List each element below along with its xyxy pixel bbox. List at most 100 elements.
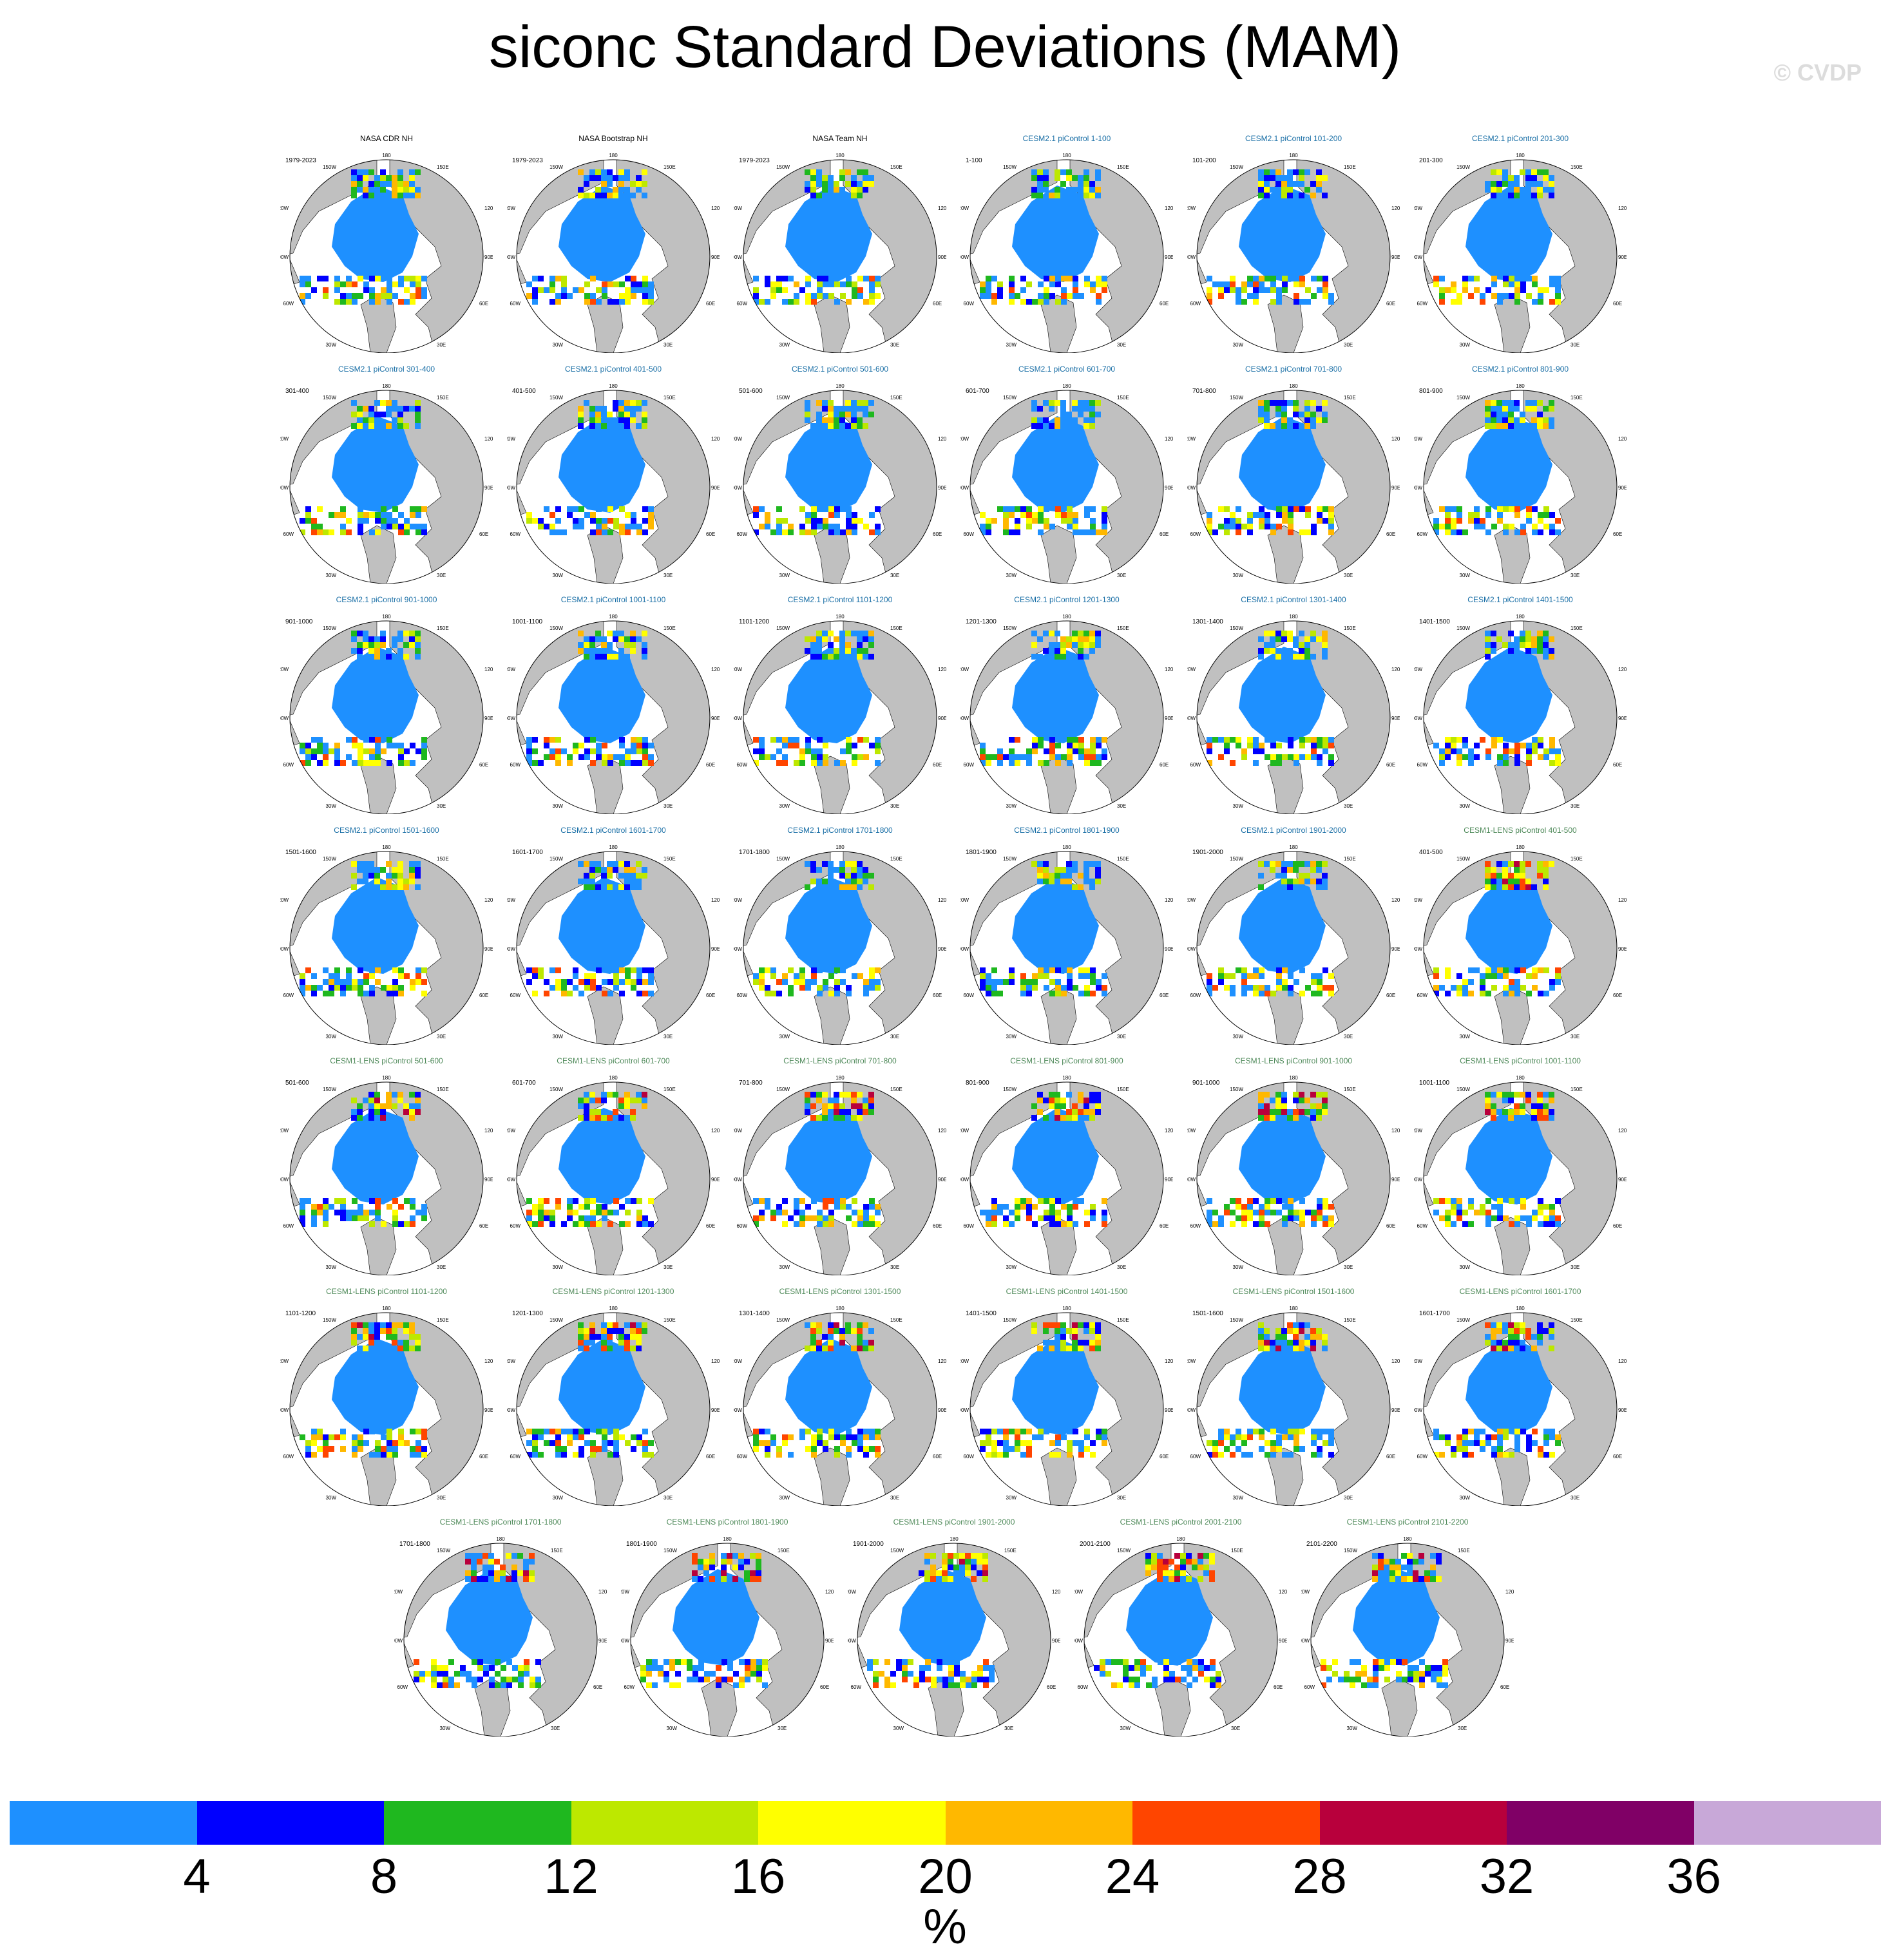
sic-cell	[357, 423, 363, 429]
sic-cell	[1525, 861, 1531, 867]
longitude-label: 30W	[779, 1034, 790, 1040]
longitude-label: 60W	[283, 301, 294, 307]
sic-cell	[1485, 873, 1491, 879]
sic-cell	[1026, 760, 1032, 766]
sic-cell	[1270, 636, 1275, 642]
sic-cell	[794, 299, 799, 305]
longitude-label: 30E	[1117, 803, 1126, 809]
sic-cell	[1207, 737, 1212, 743]
longitude-label: 120W	[1414, 667, 1422, 672]
sic-cell	[857, 193, 863, 198]
sic-cell	[346, 967, 352, 973]
sic-cell	[1032, 979, 1038, 985]
sic-cell	[1288, 529, 1293, 535]
sic-cell	[1555, 754, 1561, 760]
longitude-label: 90W	[280, 946, 289, 952]
sic-cell	[317, 524, 323, 529]
sic-cell	[642, 1098, 647, 1103]
sic-cell	[1281, 193, 1287, 198]
sic-cell	[397, 873, 403, 879]
sic-cell	[857, 293, 863, 299]
sic-cell	[1259, 743, 1265, 748]
sic-cell	[618, 400, 624, 406]
sic-cell	[1462, 979, 1468, 985]
longitude-label: 120W	[734, 436, 742, 442]
sic-cell	[601, 169, 607, 175]
sic-cell	[589, 879, 595, 884]
sic-cell	[753, 1198, 759, 1204]
sic-cell	[1555, 287, 1561, 293]
sic-cell	[1067, 518, 1073, 524]
sic-cell	[363, 636, 368, 642]
longitude-label: 30E	[663, 342, 673, 348]
longitude-label: 30W	[1460, 803, 1471, 809]
sic-cell	[1083, 873, 1089, 879]
sic-cell	[625, 1210, 631, 1215]
sic-cell	[346, 737, 352, 743]
sic-cell	[602, 1210, 607, 1215]
sic-cell	[1026, 754, 1032, 760]
sic-cell	[1503, 281, 1509, 287]
longitude-label: 30E	[663, 1034, 673, 1040]
sic-cell	[868, 642, 874, 648]
sic-cell	[636, 187, 642, 193]
sic-cell	[642, 648, 647, 654]
sic-cell	[409, 879, 415, 884]
sic-cell	[1055, 867, 1060, 873]
sic-cell	[1072, 187, 1078, 193]
panel-period: 501-600	[285, 1080, 309, 1087]
sic-cell	[857, 423, 863, 429]
sic-cell	[997, 287, 1003, 293]
sic-cell	[584, 1198, 590, 1204]
sic-cell	[1015, 506, 1020, 512]
longitude-label: 120E	[1618, 897, 1627, 903]
sic-cell	[1474, 276, 1480, 281]
sic-cell	[387, 518, 392, 524]
sic-cell	[601, 187, 607, 193]
sic-cell	[986, 518, 991, 524]
sic-cell	[857, 1215, 863, 1221]
sic-cell	[1304, 648, 1310, 654]
sic-cell	[613, 299, 619, 305]
sic-cell	[1102, 518, 1107, 524]
sic-cell	[823, 281, 828, 287]
sic-cell	[1043, 861, 1049, 867]
sic-cell	[1305, 287, 1311, 293]
sic-cell	[805, 737, 811, 743]
sic-cell	[363, 193, 368, 198]
sic-cell	[1485, 748, 1491, 754]
sic-cell	[1531, 642, 1537, 648]
sic-cell	[828, 631, 834, 636]
longitude-label: 90E	[711, 1177, 720, 1183]
sic-cell	[1258, 400, 1264, 406]
sic-cell	[381, 524, 387, 529]
sic-cell	[317, 1204, 323, 1210]
sic-cell	[625, 524, 631, 529]
sic-cell	[1253, 299, 1259, 305]
sic-cell	[1032, 985, 1038, 991]
sic-cell	[532, 991, 538, 996]
sic-cell	[642, 979, 648, 985]
longitude-label: 120W	[507, 667, 515, 672]
sic-cell	[630, 879, 636, 884]
sic-cell	[1514, 529, 1520, 535]
panel-period: 801-900	[1419, 388, 1443, 395]
longitude-label: 60E	[1613, 993, 1622, 998]
sic-cell	[863, 169, 868, 175]
sic-cell	[636, 406, 642, 412]
sic-cell	[1072, 642, 1078, 648]
sic-cell	[648, 973, 654, 979]
sic-cell	[1508, 187, 1514, 193]
sic-cell	[368, 181, 374, 187]
sic-cell	[823, 293, 828, 299]
sic-cell	[1543, 754, 1549, 760]
sic-cell	[300, 760, 305, 766]
sic-cell	[828, 400, 834, 406]
longitude-label: 60W	[1190, 762, 1201, 768]
land-mass	[1040, 525, 1077, 584]
sic-cell	[607, 529, 613, 535]
sic-cell	[602, 287, 607, 293]
longitude-label: 120W	[280, 1128, 289, 1134]
sic-cell	[323, 748, 329, 754]
sic-cell	[828, 406, 834, 412]
